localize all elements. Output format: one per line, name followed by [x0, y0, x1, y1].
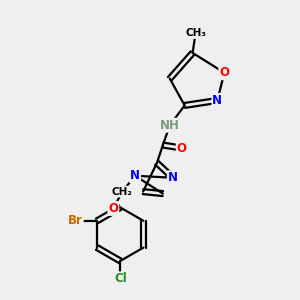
Text: CH₃: CH₃ — [185, 28, 206, 38]
Text: Br: Br — [68, 214, 83, 227]
Text: NH: NH — [160, 119, 180, 132]
Text: N: N — [168, 171, 178, 184]
Text: O: O — [108, 202, 118, 215]
Text: Cl: Cl — [114, 272, 127, 285]
Text: N: N — [130, 169, 140, 182]
Text: CH₂: CH₂ — [112, 187, 133, 196]
Text: O: O — [219, 66, 229, 79]
Text: O: O — [177, 142, 187, 154]
Text: N: N — [212, 94, 222, 107]
